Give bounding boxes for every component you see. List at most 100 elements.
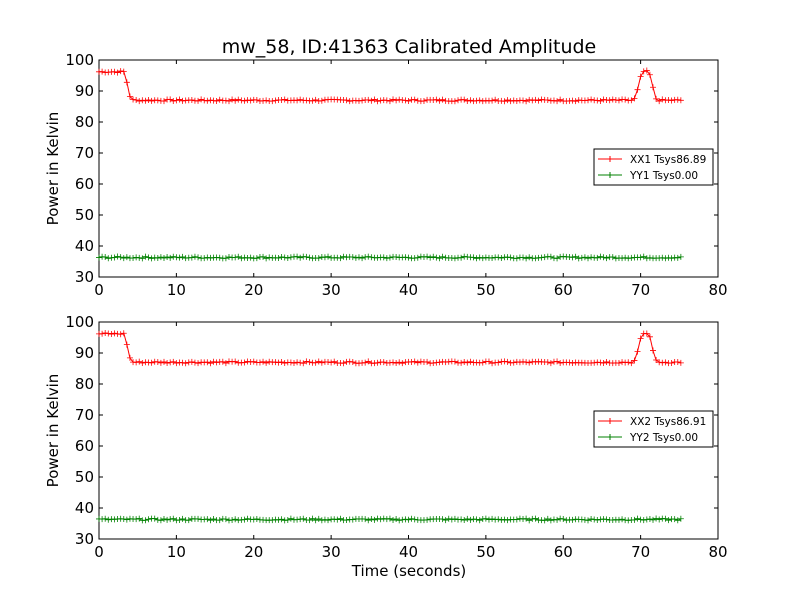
data-point (439, 253, 446, 260)
data-point (244, 358, 251, 365)
data-point (325, 359, 332, 366)
data-point (238, 97, 245, 104)
data-point (281, 254, 288, 261)
data-point (321, 516, 328, 523)
data-point (628, 360, 635, 367)
data-point (467, 516, 474, 523)
data-point (516, 359, 523, 366)
data-point (538, 254, 545, 261)
data-point (145, 516, 152, 523)
data-point (646, 516, 653, 523)
data-point (458, 254, 465, 261)
x-tick-label: 50 (476, 543, 495, 561)
data-point (554, 98, 561, 105)
data-point (436, 97, 443, 104)
data-point (662, 359, 669, 366)
data-point (198, 96, 205, 103)
data-point (185, 359, 192, 366)
data-point (668, 97, 675, 104)
data-point (136, 254, 143, 261)
data-point (232, 254, 239, 261)
data-point (575, 255, 582, 262)
data-point (179, 359, 186, 366)
data-point (420, 97, 427, 104)
data-point (405, 254, 412, 261)
data-point (541, 254, 548, 261)
x-tick-label: 30 (322, 281, 341, 299)
data-point (455, 97, 462, 104)
y-tick-label: 40 (75, 237, 94, 255)
data-point (470, 254, 477, 261)
data-point (287, 359, 294, 366)
data-point (108, 331, 115, 338)
data-point (489, 360, 496, 367)
data-point (436, 359, 443, 366)
data-point (278, 97, 285, 104)
data-point (581, 254, 588, 261)
data-point (173, 360, 180, 367)
data-point (315, 358, 322, 365)
data-point (656, 98, 663, 105)
data-point (207, 97, 214, 104)
data-point (263, 359, 270, 366)
y-tick-label: 50 (75, 206, 94, 224)
data-point (371, 96, 378, 103)
data-point (263, 255, 270, 262)
data-point (588, 515, 595, 522)
data-point (383, 516, 390, 523)
data-point (390, 96, 397, 103)
data-point (464, 359, 471, 366)
x-tick-label: 60 (554, 543, 573, 561)
data-point (241, 359, 248, 366)
data-point (461, 517, 468, 524)
data-point (123, 516, 130, 523)
data-point (612, 96, 619, 103)
data-point (442, 517, 449, 524)
data-point (297, 254, 304, 261)
data-point (105, 330, 112, 337)
data-point (393, 254, 400, 261)
data-point (241, 97, 248, 104)
data-point (547, 253, 554, 260)
data-point (287, 254, 294, 261)
data-point (365, 517, 372, 524)
data-point (532, 255, 539, 262)
data-point (615, 516, 622, 523)
data-point (253, 255, 260, 262)
data-point (318, 359, 325, 366)
data-point (526, 96, 533, 103)
data-point (414, 254, 421, 261)
data-point (569, 254, 576, 261)
data-point (191, 253, 198, 260)
data-point (306, 359, 313, 366)
data-point (260, 358, 267, 365)
data-point (176, 517, 183, 524)
data-point (126, 93, 133, 100)
data-point (331, 358, 338, 365)
data-point (352, 254, 359, 261)
data-point (256, 359, 263, 366)
data-point (167, 359, 174, 366)
x-tick-label: 0 (94, 543, 104, 561)
data-point (343, 517, 350, 524)
y-tick-label: 40 (75, 499, 94, 517)
data-point (631, 357, 638, 364)
data-point (640, 253, 647, 260)
data-point (207, 517, 214, 524)
legend-marker (607, 172, 613, 178)
data-point (498, 254, 505, 261)
data-point (461, 96, 468, 103)
data-point (594, 254, 601, 261)
data-point (674, 517, 681, 524)
data-point (476, 254, 483, 261)
data-point (544, 359, 551, 366)
data-point (374, 254, 381, 261)
data-point (164, 516, 171, 523)
legend-label: YY1 Tsys0.00 (629, 170, 698, 182)
data-point (294, 97, 301, 104)
data-point (619, 359, 626, 366)
data-point (411, 255, 418, 262)
data-point (615, 360, 622, 367)
data-point (554, 255, 561, 262)
data-point (619, 516, 626, 523)
